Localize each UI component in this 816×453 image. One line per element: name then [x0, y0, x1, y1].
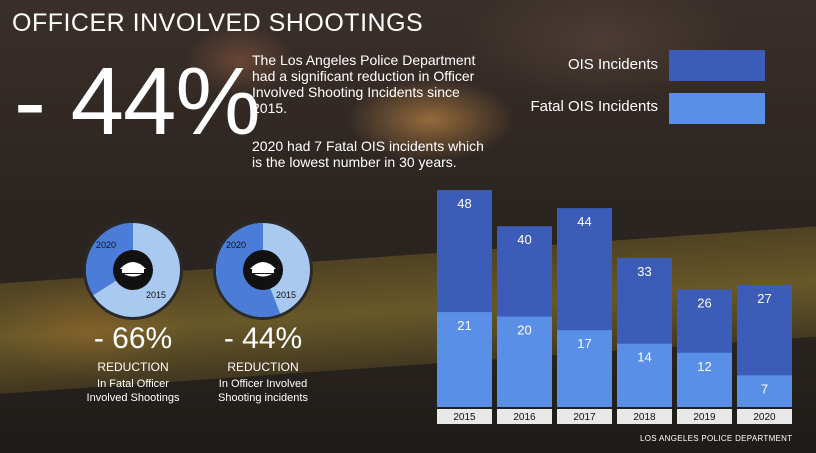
x-tick-label-2015: 2015	[453, 412, 476, 423]
data-label-fatal-2015: 21	[457, 318, 471, 333]
gauge-subtitle: In Officer Involved Shooting incidents	[218, 378, 308, 404]
headline-stat: - 44%	[14, 48, 261, 155]
tick-bg-2015	[437, 409, 492, 424]
police-hat-icon	[120, 262, 146, 277]
data-label-fatal-2017: 17	[577, 336, 591, 351]
data-label-ois-2020: 27	[757, 291, 771, 306]
data-label-ois-2016: 40	[517, 232, 531, 247]
footer-credit: LOS ANGELES POLICE DEPARTMENT	[640, 434, 793, 443]
gauge-percent: - 66%	[93, 322, 173, 355]
tick-bg-2017	[557, 409, 612, 424]
tick-bg-2018	[617, 409, 672, 424]
data-label-fatal-2020: 7	[761, 381, 768, 396]
legend-swatch-fatal	[669, 93, 765, 124]
legend-swatch-ois	[669, 50, 765, 81]
gauge-year-end: 2020	[226, 240, 246, 250]
data-label-fatal-2016: 20	[517, 323, 531, 338]
tick-bg-2016	[497, 409, 552, 424]
gauge-year-start: 2015	[146, 290, 166, 300]
ois-gauge: 2020 2015	[213, 220, 313, 320]
gauge-percent: - 44%	[223, 322, 303, 355]
x-tick-label-2020: 2020	[753, 412, 776, 423]
data-label-ois-2015: 48	[457, 196, 471, 211]
ois-bar-chart: 48 21 2015 40 20 2016 44 17 2017 33 14 2018 26 12 2019…	[437, 190, 792, 424]
fatal-note-paragraph: 2020 had 7 Fatal OIS incidents which is …	[252, 138, 484, 170]
police-hat-icon	[250, 262, 276, 277]
gauge-year-end: 2020	[96, 240, 116, 250]
gauge-subtitle: In Fatal Officer Involved Shootings	[86, 378, 180, 404]
bar-fatal-2015	[437, 312, 492, 407]
bar-fatal-2018	[617, 343, 672, 407]
tick-bg-2020	[737, 409, 792, 424]
x-tick-label-2019: 2019	[693, 412, 716, 423]
gauge-reduction-label: REDUCTION	[227, 360, 299, 374]
bar-fatal-2019	[677, 352, 732, 407]
gauge-year-start: 2015	[276, 290, 296, 300]
data-label-fatal-2019: 12	[697, 359, 711, 374]
bar-fatal-2017	[557, 330, 612, 407]
intro-paragraph: The Los Angeles Police Department had a …	[252, 52, 476, 116]
data-label-fatal-2018: 14	[637, 350, 651, 365]
data-label-ois-2018: 33	[637, 264, 651, 279]
data-label-ois-2017: 44	[577, 214, 591, 229]
x-tick-label-2016: 2016	[513, 412, 536, 423]
x-tick-label-2018: 2018	[633, 412, 656, 423]
legend-label-ois: OIS Incidents	[567, 56, 658, 73]
data-label-ois-2019: 26	[697, 295, 711, 310]
bar-fatal-2016	[497, 316, 552, 407]
page-title: OFFICER INVOLVED SHOOTINGS	[12, 9, 424, 37]
tick-bg-2019	[677, 409, 732, 424]
gauge-reduction-label: REDUCTION	[97, 360, 169, 374]
x-tick-label-2017: 2017	[573, 412, 596, 423]
fatal-ois-gauge: 2020 2015	[83, 220, 183, 320]
bar-fatal-2020	[737, 375, 792, 407]
legend-label-fatal: Fatal OIS Incidents	[530, 98, 658, 115]
